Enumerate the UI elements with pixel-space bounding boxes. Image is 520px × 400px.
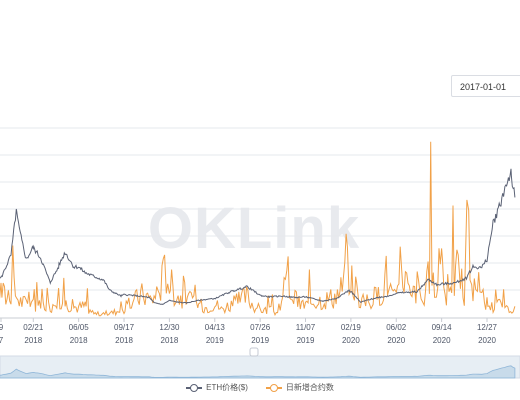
legend-item-price[interactable]: ETH价格($) — [186, 382, 248, 393]
x-tick-year-4: 2018 — [161, 336, 179, 345]
x-tick-year-1: 2018 — [24, 336, 42, 345]
x-tick-label-6: 07/26 — [250, 323, 271, 332]
x-tick-year-5: 2019 — [206, 336, 224, 345]
x-tick-label-10: 09/14 — [432, 323, 453, 332]
x-tick-year-10: 2020 — [433, 336, 451, 345]
x-axis: 9 7 02/21 2018 06/05 2018 09/17 2018 12/30 2018 04… — [0, 317, 520, 345]
x-tick-year-8: 2020 — [342, 336, 360, 345]
start-date-picker[interactable]: 2017-01-01 — [451, 75, 520, 97]
x-tick-year-0: 7 — [0, 336, 4, 345]
x-tick-label-2: 06/05 — [69, 323, 90, 332]
x-tick-label-1: 02/21 — [23, 323, 44, 332]
legend-contracts-label: 日新增合约数 — [285, 383, 334, 392]
plot-area — [0, 141, 516, 317]
x-tick-label-0: 9 — [0, 323, 4, 332]
legend-contracts-marker-icon — [265, 383, 282, 393]
series-line-price — [0, 168, 516, 305]
series-line-contracts — [0, 141, 516, 317]
x-tick-label-7: 11/07 — [296, 323, 316, 332]
legend-price-marker-icon — [186, 383, 203, 393]
x-tick-label-5: 04/13 — [205, 323, 226, 332]
legend-price-label: ETH价格($) — [206, 383, 248, 392]
navigator-price-area — [0, 365, 516, 379]
x-tick-label-9: 06/02 — [386, 323, 407, 332]
x-tick-year-3: 2018 — [115, 336, 133, 345]
watermark: OKLink — [148, 196, 360, 261]
range-navigator[interactable] — [0, 347, 520, 379]
x-tick-label-11: 12/27 — [477, 323, 498, 332]
x-tick-year-6: 2019 — [251, 336, 269, 345]
x-tick-year-7: 2019 — [297, 336, 315, 345]
legend: ETH价格($) 日新增合约数 — [0, 382, 520, 393]
x-tick-label-8: 02/19 — [341, 323, 362, 332]
grid-lines — [0, 127, 520, 319]
x-tick-year-11: 2020 — [478, 336, 496, 345]
x-tick-year-9: 2020 — [387, 336, 405, 345]
navigator-handle-icon[interactable] — [249, 347, 259, 357]
legend-item-contracts[interactable]: 日新增合约数 — [265, 382, 334, 393]
x-tick-year-2: 2018 — [70, 336, 88, 345]
navigator-background — [0, 356, 520, 378]
x-tick-label-3: 09/17 — [114, 323, 135, 332]
x-tick-label-4: 12/30 — [159, 323, 180, 332]
